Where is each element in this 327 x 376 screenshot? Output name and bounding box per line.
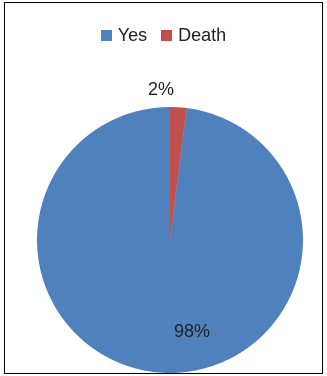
data-label-death: 2%	[148, 79, 174, 99]
pie-data-labels: 98% 2%	[148, 79, 210, 341]
legend-swatch-death	[161, 30, 173, 41]
legend-item-yes: Yes	[100, 25, 148, 46]
legend-item-death: Death	[161, 25, 226, 46]
data-label-yes: 98%	[174, 321, 210, 341]
pie-slice-yes	[37, 107, 304, 374]
legend-label-yes: Yes	[117, 25, 148, 45]
pie-slice-death	[170, 107, 187, 240]
legend-swatch-yes	[100, 30, 112, 41]
legend: Yes Death	[5, 25, 322, 46]
pie-slices	[37, 107, 304, 374]
legend-label-death: Death	[178, 25, 227, 45]
